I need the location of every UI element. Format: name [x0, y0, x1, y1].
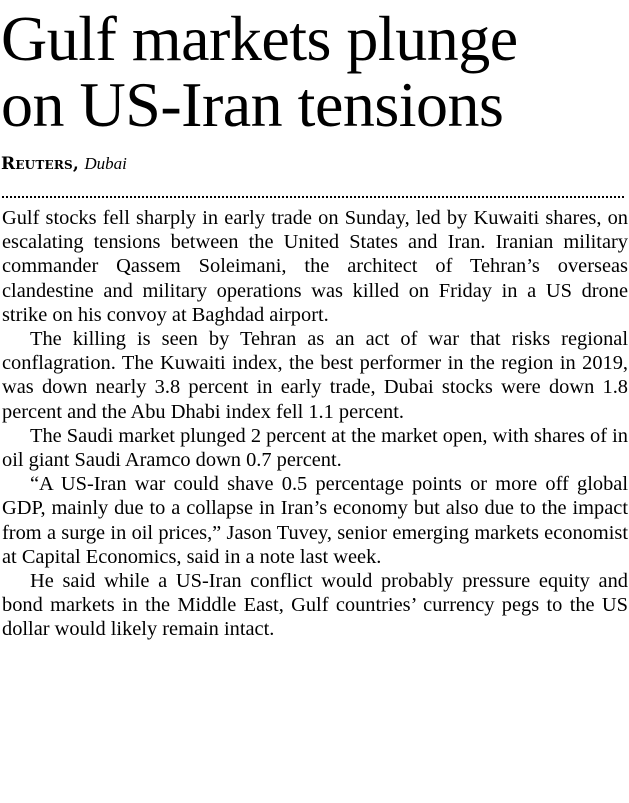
- byline-dateline: Dubai: [84, 154, 127, 173]
- headline: Gulf markets plunge on US-Iran tensions: [1, 6, 629, 138]
- paragraph-1: Gulf stocks fell sharply in early trade …: [2, 207, 628, 326]
- paragraph-3: The Saudi market plunged 2 percent at th…: [2, 424, 628, 472]
- paragraph-4: “A US-Iran war could shave 0.5 percentag…: [2, 473, 628, 568]
- headline-line-1: Gulf markets plunge: [1, 3, 518, 74]
- headline-line-2: on US-Iran tensions: [1, 69, 504, 140]
- byline-agency: Reuters,: [1, 154, 79, 174]
- paragraph-2: The killing is seen by Tehran as an act …: [2, 328, 628, 423]
- byline: Reuters, Dubai: [1, 153, 127, 175]
- paragraph-5: He said while a US-Iran conflict would p…: [2, 570, 628, 641]
- dotted-divider: [2, 196, 624, 198]
- article-body: Gulf stocks fell sharply in early trade …: [2, 206, 628, 642]
